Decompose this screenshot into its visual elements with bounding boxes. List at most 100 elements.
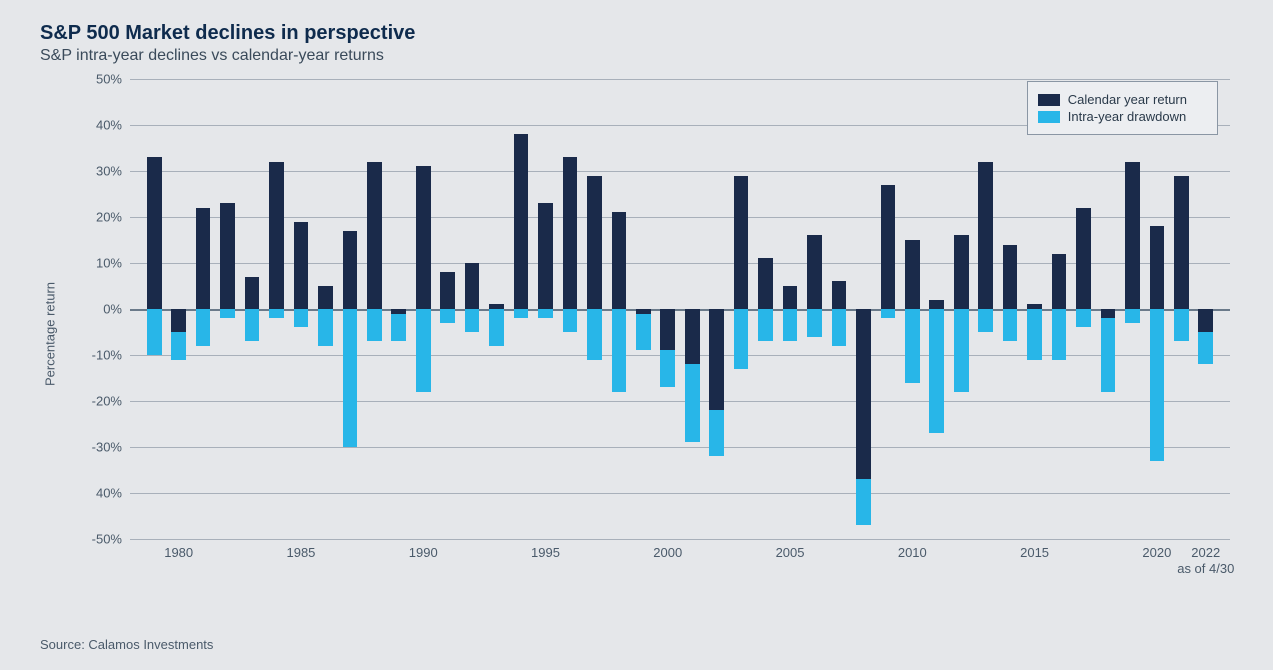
bar-calendar-year bbox=[807, 235, 822, 309]
xtick-label: 2000 bbox=[653, 545, 682, 560]
bar-intra-year bbox=[1027, 309, 1042, 360]
legend: Calendar year return Intra-year drawdown bbox=[1027, 81, 1218, 135]
bar-intra-year bbox=[343, 309, 358, 447]
bar-calendar-year bbox=[416, 166, 431, 309]
ytick-label: 0% bbox=[103, 302, 122, 317]
ytick-label: 20% bbox=[96, 210, 122, 225]
xtick-label: 1980 bbox=[164, 545, 193, 560]
bar-calendar-year bbox=[294, 222, 309, 309]
bar-intra-year bbox=[269, 309, 284, 318]
bar-calendar-year bbox=[783, 286, 798, 309]
xtick-label: 2015 bbox=[1020, 545, 1049, 560]
xtick-label: 2005 bbox=[776, 545, 805, 560]
bar-intra-year bbox=[954, 309, 969, 392]
bar-calendar-year bbox=[196, 208, 211, 309]
chart-container: S&P 500 Market declines in perspective S… bbox=[0, 0, 1273, 670]
bar-intra-year bbox=[612, 309, 627, 392]
bar-calendar-year bbox=[538, 203, 553, 309]
legend-label-calendar-year: Calendar year return bbox=[1068, 92, 1187, 107]
chart-title: S&P 500 Market declines in perspective bbox=[40, 22, 1233, 45]
bar-intra-year bbox=[1125, 309, 1140, 323]
bar-calendar-year bbox=[465, 263, 480, 309]
bar-intra-year bbox=[489, 309, 504, 346]
bar-intra-year bbox=[1101, 309, 1116, 392]
gridline bbox=[130, 447, 1230, 448]
bar-intra-year bbox=[465, 309, 480, 332]
gridline bbox=[130, 217, 1230, 218]
ytick-label: -10% bbox=[92, 348, 122, 363]
bar-calendar-year bbox=[1174, 176, 1189, 309]
bar-intra-year bbox=[1052, 309, 1067, 360]
bar-intra-year bbox=[563, 309, 578, 332]
bar-intra-year bbox=[1174, 309, 1189, 341]
legend-swatch-calendar-year bbox=[1038, 94, 1060, 106]
chart-subtitle: S&P intra-year declines vs calendar-year… bbox=[40, 47, 1233, 65]
bar-calendar-year bbox=[367, 162, 382, 309]
bar-intra-year bbox=[734, 309, 749, 369]
bar-calendar-year bbox=[587, 176, 602, 309]
bar-calendar-year bbox=[929, 300, 944, 309]
bar-calendar-year bbox=[1052, 254, 1067, 309]
bar-calendar-year bbox=[1150, 226, 1165, 309]
bar-intra-year bbox=[294, 309, 309, 327]
bar-calendar-year bbox=[832, 281, 847, 309]
chart-area: Percentage return Calendar year return I… bbox=[80, 79, 1240, 589]
bar-calendar-year bbox=[1101, 309, 1116, 318]
bar-calendar-year bbox=[978, 162, 993, 309]
bar-calendar-year bbox=[734, 176, 749, 309]
xtick-label: 2020 bbox=[1142, 545, 1171, 560]
bar-intra-year bbox=[758, 309, 773, 341]
gridline bbox=[130, 401, 1230, 402]
bar-intra-year bbox=[1150, 309, 1165, 461]
bar-calendar-year bbox=[612, 212, 627, 309]
bar-calendar-year bbox=[343, 231, 358, 309]
bar-calendar-year bbox=[1198, 309, 1213, 332]
ytick-label: -20% bbox=[92, 394, 122, 409]
bar-calendar-year bbox=[220, 203, 235, 309]
xtick-label: 1985 bbox=[286, 545, 315, 560]
bar-calendar-year bbox=[1027, 304, 1042, 309]
bar-calendar-year bbox=[318, 286, 333, 309]
bar-intra-year bbox=[318, 309, 333, 346]
bar-intra-year bbox=[1076, 309, 1091, 327]
ytick-label: 10% bbox=[96, 256, 122, 271]
bar-calendar-year bbox=[245, 277, 260, 309]
bar-calendar-year bbox=[636, 309, 651, 314]
legend-item-calendar-year: Calendar year return bbox=[1038, 92, 1187, 107]
bar-intra-year bbox=[832, 309, 847, 346]
bar-intra-year bbox=[367, 309, 382, 341]
xtick-label: 1995 bbox=[531, 545, 560, 560]
bar-intra-year bbox=[220, 309, 235, 318]
bar-calendar-year bbox=[563, 157, 578, 309]
bar-calendar-year bbox=[709, 309, 724, 410]
bar-calendar-year bbox=[758, 258, 773, 309]
bar-intra-year bbox=[147, 309, 162, 355]
bar-intra-year bbox=[416, 309, 431, 392]
bar-calendar-year bbox=[1125, 162, 1140, 309]
gridline bbox=[130, 79, 1230, 80]
bar-calendar-year bbox=[685, 309, 700, 364]
bar-intra-year bbox=[196, 309, 211, 346]
y-axis-label: Percentage return bbox=[43, 282, 58, 386]
bar-intra-year bbox=[514, 309, 529, 318]
ytick-label: 40% bbox=[96, 486, 122, 501]
bar-intra-year bbox=[905, 309, 920, 383]
legend-swatch-intra-year bbox=[1038, 111, 1060, 123]
bar-calendar-year bbox=[1003, 245, 1018, 309]
bar-intra-year bbox=[978, 309, 993, 332]
bar-intra-year bbox=[538, 309, 553, 318]
ytick-label: -50% bbox=[92, 532, 122, 547]
plot-region: Calendar year return Intra-year drawdown… bbox=[130, 79, 1230, 539]
bar-intra-year bbox=[391, 309, 406, 341]
bar-intra-year bbox=[929, 309, 944, 433]
bar-calendar-year bbox=[1076, 208, 1091, 309]
legend-label-intra-year: Intra-year drawdown bbox=[1068, 109, 1187, 124]
ytick-label: 50% bbox=[96, 72, 122, 87]
bar-intra-year bbox=[881, 309, 896, 318]
gridline bbox=[130, 539, 1230, 540]
bar-intra-year bbox=[783, 309, 798, 341]
ytick-label: -30% bbox=[92, 440, 122, 455]
source-text: Source: Calamos Investments bbox=[40, 637, 213, 652]
bar-calendar-year bbox=[269, 162, 284, 309]
bar-calendar-year bbox=[440, 272, 455, 309]
